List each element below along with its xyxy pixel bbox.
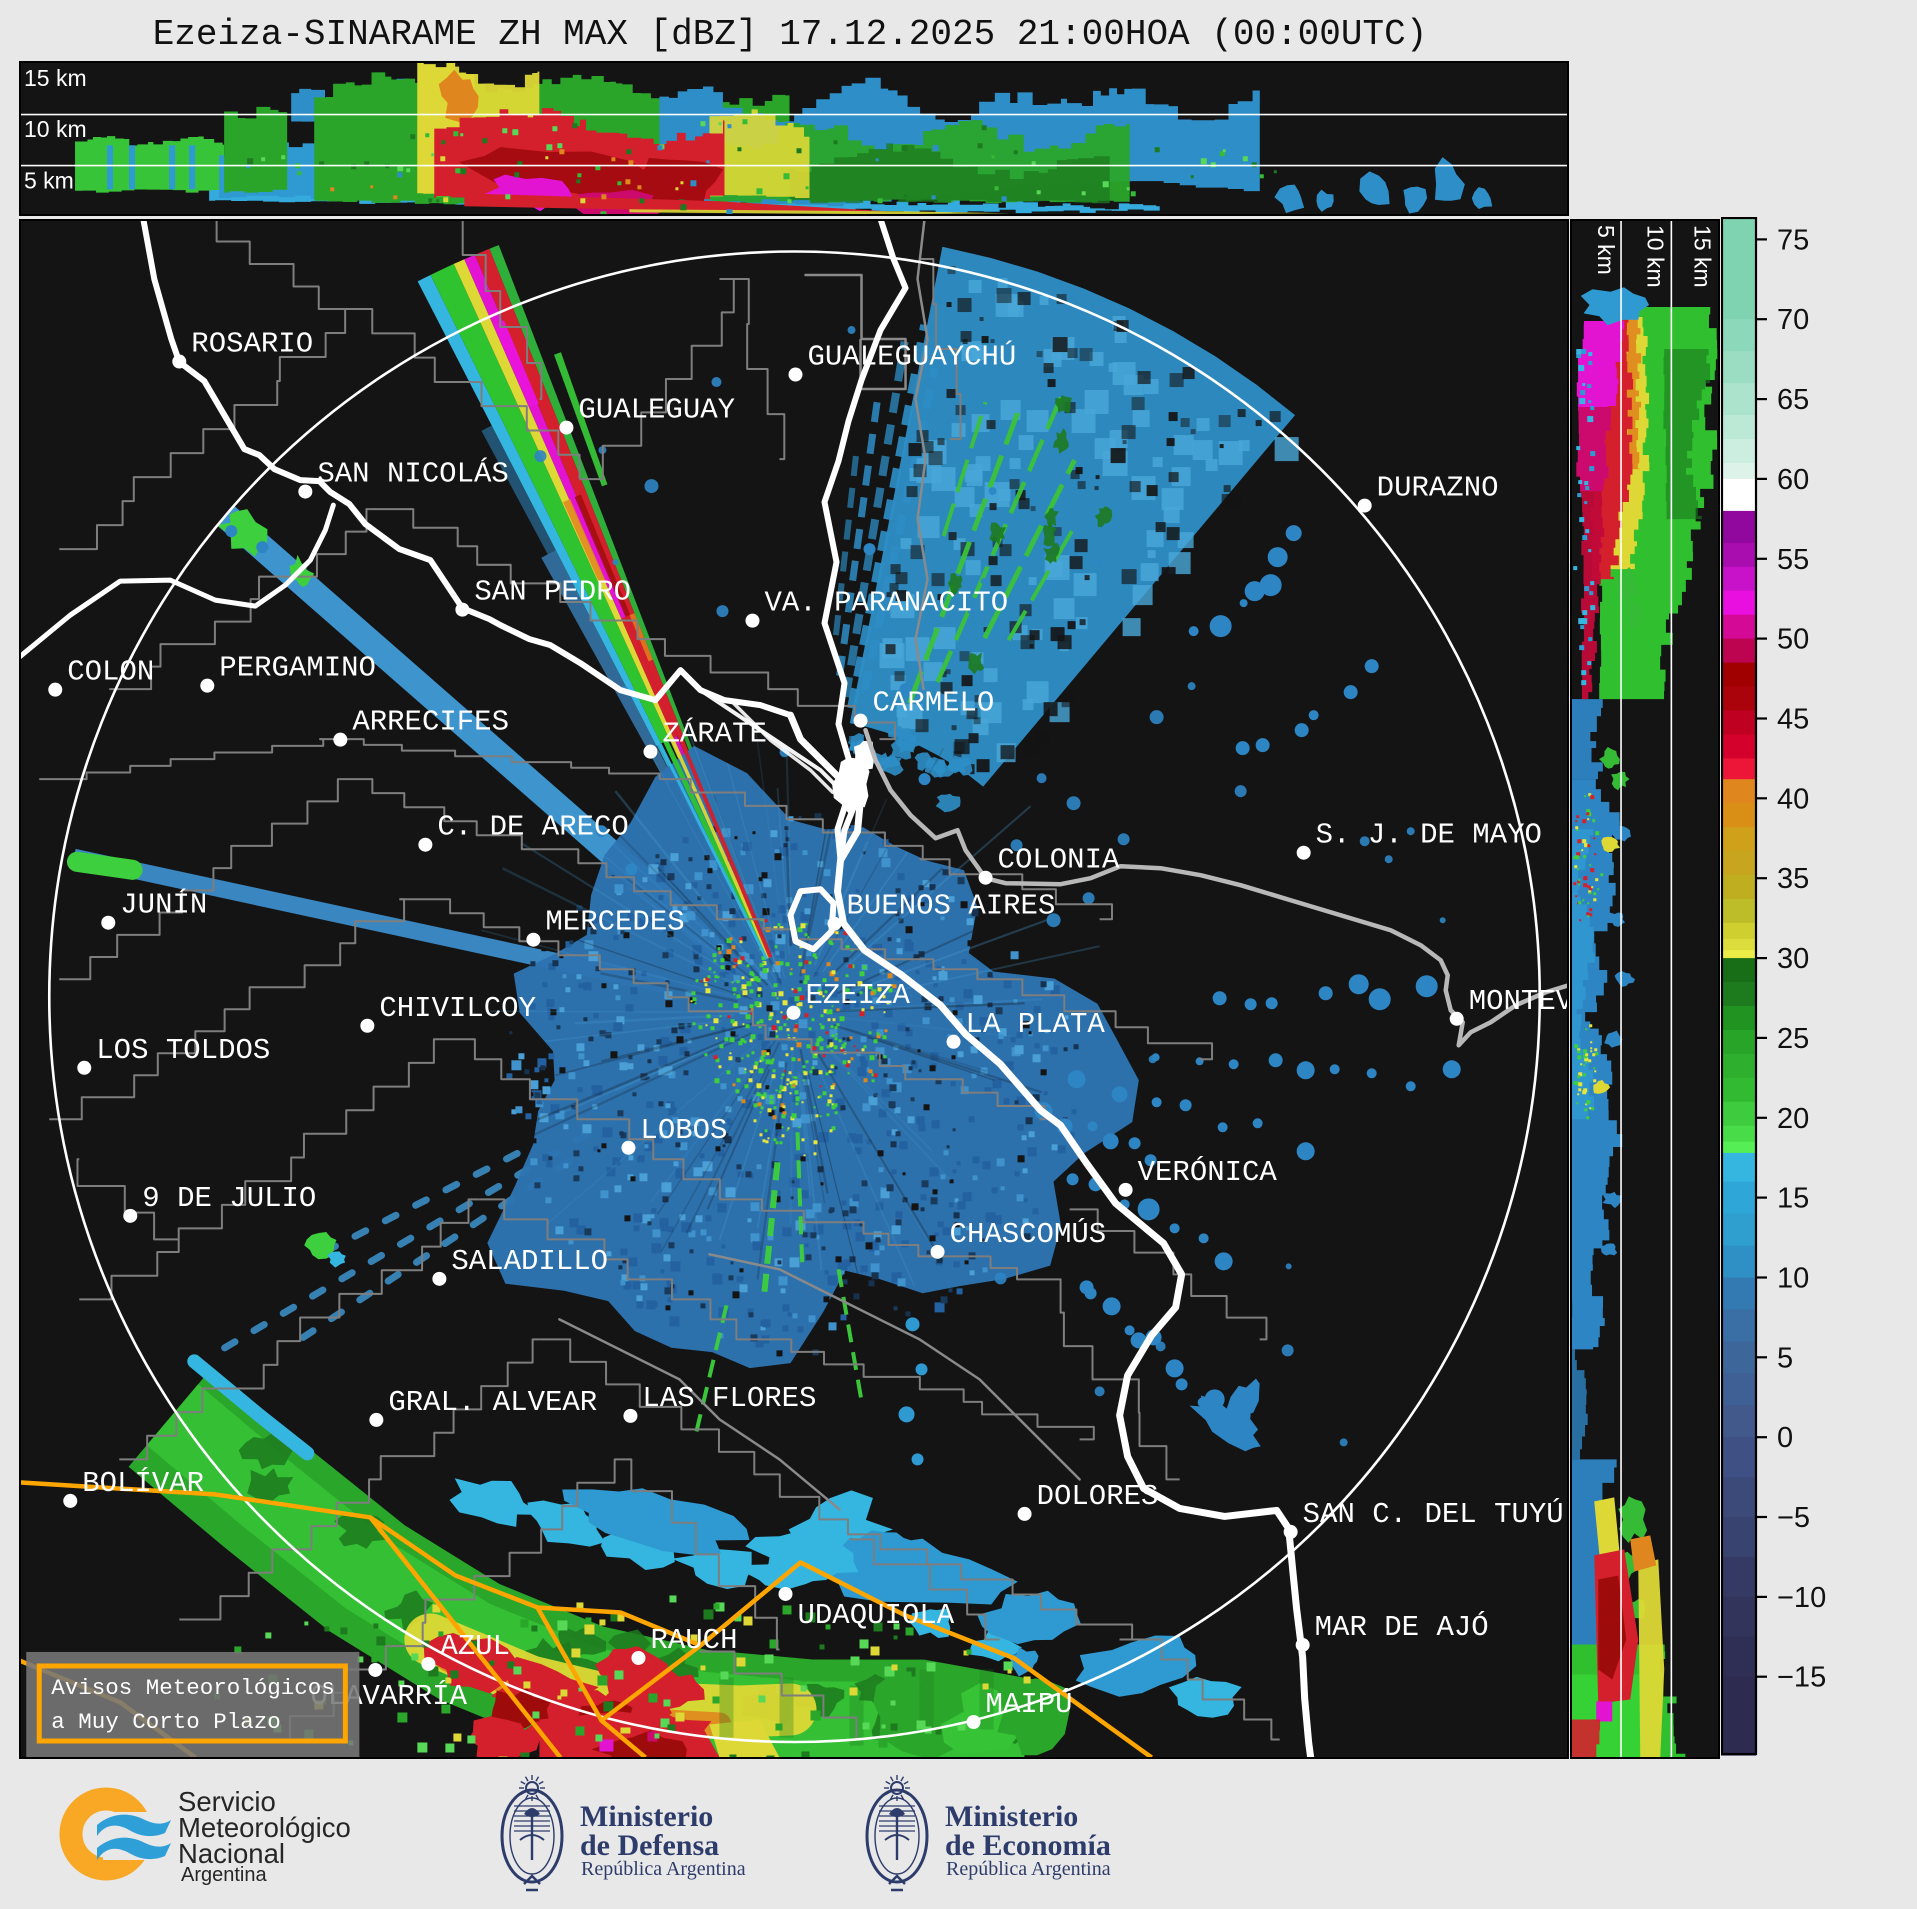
svg-text:a Muy Corto Plazo: a Muy Corto Plazo xyxy=(51,1709,281,1735)
svg-text:LA PLATA: LA PLATA xyxy=(966,1008,1106,1041)
svg-text:15 km: 15 km xyxy=(1689,225,1715,288)
svg-text:30: 30 xyxy=(1777,943,1809,975)
svg-text:15: 15 xyxy=(1777,1183,1809,1215)
svg-text:MERCEDES: MERCEDES xyxy=(545,906,684,939)
svg-text:LAS FLORES: LAS FLORES xyxy=(642,1382,816,1415)
svg-text:10 km: 10 km xyxy=(1642,225,1668,288)
svg-text:ZÁRATE: ZÁRATE xyxy=(662,717,766,751)
svg-text:CARMELO: CARMELO xyxy=(873,687,995,720)
svg-text:CHASCOMÚS: CHASCOMÚS xyxy=(950,1217,1107,1251)
svg-text:EZEIZA: EZEIZA xyxy=(806,979,911,1012)
svg-text:CHIVILCOY: CHIVILCOY xyxy=(379,992,536,1025)
svg-text:SAN PEDRO: SAN PEDRO xyxy=(474,576,631,609)
svg-text:40: 40 xyxy=(1777,783,1809,815)
svg-text:50: 50 xyxy=(1777,624,1809,656)
svg-text:5 km: 5 km xyxy=(1593,225,1619,275)
svg-text:GUALEGUAY: GUALEGUAY xyxy=(578,394,735,427)
svg-text:0: 0 xyxy=(1777,1422,1793,1454)
svg-text:LOS TOLDOS: LOS TOLDOS xyxy=(96,1034,270,1067)
svg-text:60: 60 xyxy=(1777,464,1809,496)
svg-text:BOLÍVAR: BOLÍVAR xyxy=(82,1466,204,1500)
svg-text:45: 45 xyxy=(1777,704,1809,736)
svg-text:70: 70 xyxy=(1777,304,1809,336)
svg-text:5: 5 xyxy=(1777,1342,1793,1374)
svg-text:S. J. DE MAYO: S. J. DE MAYO xyxy=(1316,819,1542,852)
svg-text:BUENOS AIRES: BUENOS AIRES xyxy=(847,890,1056,923)
svg-text:MONTEVIDEO: MONTEVIDEO xyxy=(1469,985,1569,1018)
svg-text:COLON: COLON xyxy=(67,656,154,689)
svg-text:55: 55 xyxy=(1777,544,1809,576)
svg-text:35: 35 xyxy=(1777,863,1809,895)
svg-text:AZUL: AZUL xyxy=(440,1630,510,1663)
svg-text:10: 10 xyxy=(1777,1263,1809,1295)
svg-text:−10: −10 xyxy=(1777,1582,1826,1614)
svg-text:20: 20 xyxy=(1777,1103,1809,1135)
svg-text:PERGAMINO: PERGAMINO xyxy=(219,652,376,685)
svg-text:UDAQUIOLA: UDAQUIOLA xyxy=(798,1599,955,1632)
svg-text:−15: −15 xyxy=(1777,1662,1826,1694)
svg-text:COLONIA: COLONIA xyxy=(998,844,1120,877)
svg-text:−5: −5 xyxy=(1777,1502,1810,1534)
svg-text:SAN NICOLÁS: SAN NICOLÁS xyxy=(317,457,508,491)
svg-text:SAN C. DEL TUYÚ: SAN C. DEL TUYÚ xyxy=(1303,1497,1564,1531)
svg-text:GUALEGUAYCHÚ: GUALEGUAYCHÚ xyxy=(808,340,1017,374)
svg-text:LOBOS: LOBOS xyxy=(640,1114,727,1147)
svg-text:GRAL. ALVEAR: GRAL. ALVEAR xyxy=(388,1386,597,1419)
svg-text:75: 75 xyxy=(1777,224,1809,256)
svg-text:MAR DE AJÓ: MAR DE AJÓ xyxy=(1315,1610,1489,1644)
svg-text:DURAZNO: DURAZNO xyxy=(1377,472,1499,505)
svg-text:Avisos Meteorológicos: Avisos Meteorológicos xyxy=(51,1675,335,1701)
svg-text:RAUCH: RAUCH xyxy=(650,1624,737,1657)
svg-text:5 km: 5 km xyxy=(24,167,74,193)
svg-text:C. DE ARECO: C. DE ARECO xyxy=(437,811,628,844)
svg-text:ROSARIO: ROSARIO xyxy=(191,328,313,361)
svg-text:25: 25 xyxy=(1777,1023,1809,1055)
svg-text:9 DE JULIO: 9 DE JULIO xyxy=(142,1182,316,1215)
svg-text:MAIPÚ: MAIPÚ xyxy=(986,1687,1073,1721)
svg-text:SALADILLO: SALADILLO xyxy=(451,1245,608,1278)
svg-text:JUNÍN: JUNÍN xyxy=(120,888,207,922)
svg-text:DOLORES: DOLORES xyxy=(1037,1480,1159,1513)
svg-text:65: 65 xyxy=(1777,384,1809,416)
svg-text:VERÓNICA: VERÓNICA xyxy=(1138,1155,1278,1189)
svg-text:ARRECIFES: ARRECIFES xyxy=(352,706,509,739)
svg-text:10 km: 10 km xyxy=(24,116,87,142)
svg-text:VA. PARANACITO: VA. PARANACITO xyxy=(764,587,1008,620)
svg-text:15 km: 15 km xyxy=(24,65,87,91)
